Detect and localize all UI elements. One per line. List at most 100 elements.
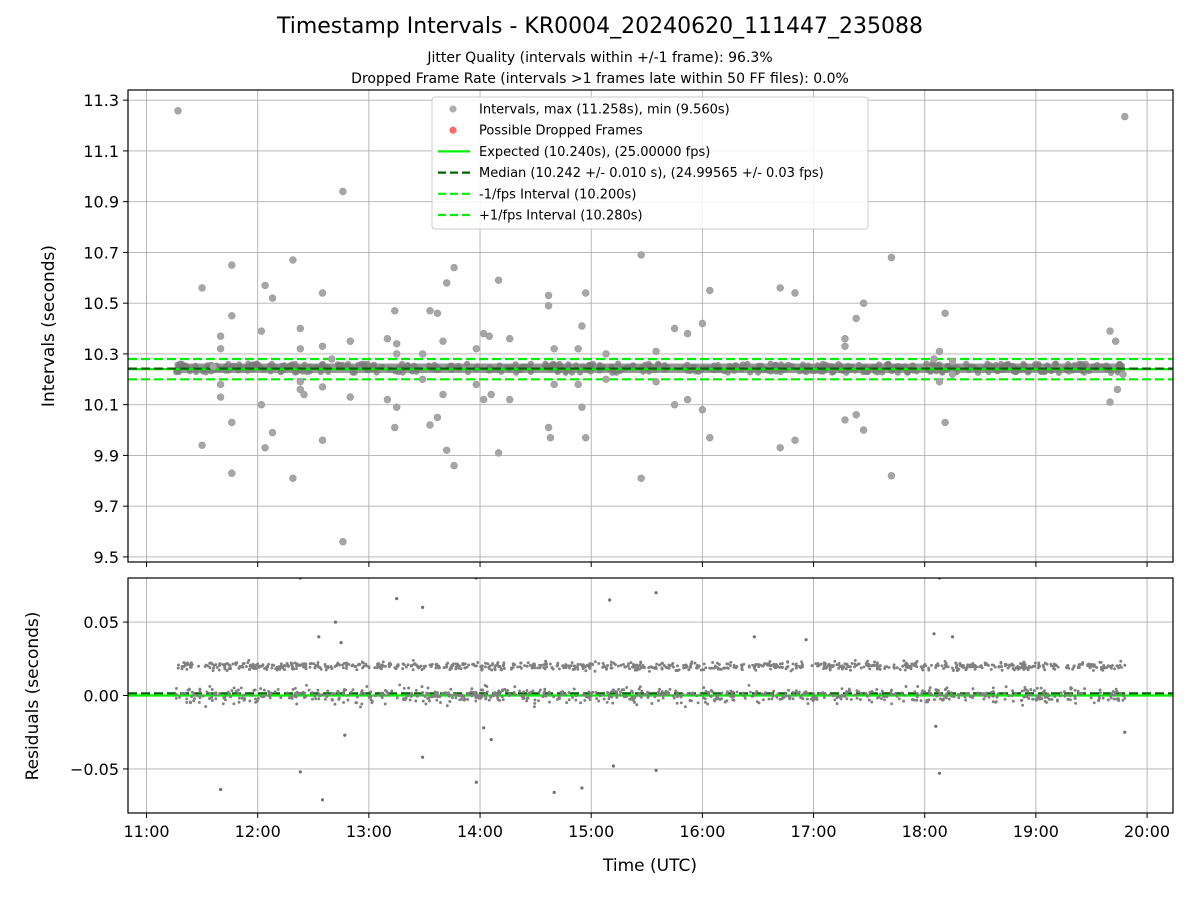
- interval-outlier-point: [257, 401, 266, 409]
- residual-point: [360, 689, 364, 693]
- residual-point: [185, 700, 189, 704]
- interval-point: [1035, 362, 1042, 369]
- interval-outlier-point: [216, 345, 225, 353]
- residual-point: [1117, 699, 1121, 703]
- residual-point: [709, 689, 713, 692]
- residual-point: [485, 685, 489, 688]
- residual-point: [921, 689, 924, 693]
- residual-point: [824, 666, 828, 670]
- residual-point: [623, 665, 627, 669]
- residual-point: [657, 699, 660, 703]
- residual-point: [660, 667, 664, 671]
- residual-outlier-point: [932, 632, 936, 636]
- residual-point: [242, 693, 246, 697]
- residual-point: [971, 696, 975, 700]
- interval-outlier-point: [574, 380, 582, 389]
- residual-point: [567, 664, 571, 668]
- residual-point: [642, 666, 646, 670]
- residual-point: [190, 690, 194, 694]
- interval-outlier-point: [841, 335, 849, 343]
- residual-point: [267, 690, 271, 693]
- residual-point: [279, 664, 283, 668]
- residual-point: [341, 666, 345, 670]
- residual-point: [671, 665, 675, 669]
- residual-point: [557, 695, 561, 699]
- residual-outlier-point: [343, 733, 347, 737]
- residual-point: [430, 695, 434, 699]
- residual-point: [411, 658, 415, 662]
- residual-point: [601, 661, 605, 665]
- residual-point: [239, 686, 243, 690]
- interval-outlier-point: [544, 291, 553, 300]
- residual-point: [1123, 696, 1127, 700]
- residual-point: [927, 688, 931, 692]
- residual-point: [427, 696, 431, 700]
- residual-point: [1079, 663, 1083, 666]
- interval-outlier-point: [216, 380, 225, 389]
- residual-point: [1083, 687, 1087, 691]
- residual-point: [305, 683, 308, 687]
- residual-point: [679, 695, 683, 699]
- residual-point: [1065, 664, 1069, 668]
- residual-outlier-point: [552, 790, 556, 795]
- interval-outlier-point: [261, 444, 269, 452]
- residual-point: [345, 661, 349, 665]
- residual-point: [837, 662, 841, 665]
- residual-point: [601, 693, 605, 697]
- residual-point: [987, 695, 991, 699]
- interval-point: [843, 369, 850, 376]
- residuals-y-tick-label: −0.05: [70, 760, 119, 779]
- legend-label: Expected (10.240s), (25.00000 fps): [479, 145, 710, 160]
- residual-point: [223, 664, 227, 668]
- interval-outlier-point: [383, 395, 392, 404]
- residual-point: [946, 665, 950, 669]
- interval-outlier-point: [670, 401, 679, 409]
- residual-point: [232, 686, 236, 690]
- residual-point: [1077, 692, 1081, 696]
- residual-point: [514, 693, 518, 697]
- residual-point: [982, 697, 986, 701]
- residual-point: [710, 666, 714, 670]
- residual-point: [581, 667, 585, 670]
- residual-point: [859, 666, 863, 670]
- residual-point: [597, 699, 601, 703]
- residual-point: [1039, 686, 1043, 690]
- residual-point: [447, 694, 451, 698]
- interval-outlier-point: [261, 281, 269, 290]
- residuals-y-tick-label: 0.00: [83, 687, 119, 706]
- residual-point: [707, 693, 711, 697]
- x-tick-label: 13:00: [346, 822, 392, 841]
- residual-point: [671, 694, 675, 698]
- residual-point: [190, 695, 194, 699]
- interval-outlier-point: [346, 393, 354, 401]
- residual-point: [675, 694, 679, 697]
- residual-point: [880, 697, 883, 701]
- residual-point: [513, 685, 517, 689]
- residual-point: [797, 664, 801, 668]
- interval-outlier-point: [859, 426, 868, 434]
- residual-point: [607, 694, 611, 698]
- residual-point: [688, 665, 692, 669]
- residual-point: [261, 663, 265, 667]
- residual-point: [197, 664, 201, 668]
- residual-point: [317, 697, 321, 701]
- residual-point: [523, 664, 527, 668]
- residual-point: [1003, 664, 1007, 668]
- residual-point: [946, 689, 950, 693]
- interval-point: [654, 360, 662, 367]
- intervals-y-tick-label: 9.7: [94, 497, 119, 516]
- residual-point: [401, 662, 405, 666]
- residual-point: [1120, 665, 1123, 669]
- residual-point: [772, 662, 776, 666]
- residual-point: [502, 663, 505, 667]
- residual-point: [646, 690, 650, 694]
- interval-outlier-point: [289, 474, 297, 482]
- residual-point: [595, 697, 599, 700]
- residual-point: [533, 701, 537, 705]
- interval-outlier-point: [578, 403, 586, 411]
- residual-point: [1053, 695, 1057, 698]
- residual-point: [382, 693, 386, 697]
- interval-outlier-point: [574, 345, 582, 353]
- interval-point: [1002, 361, 1009, 368]
- residual-point: [550, 666, 554, 670]
